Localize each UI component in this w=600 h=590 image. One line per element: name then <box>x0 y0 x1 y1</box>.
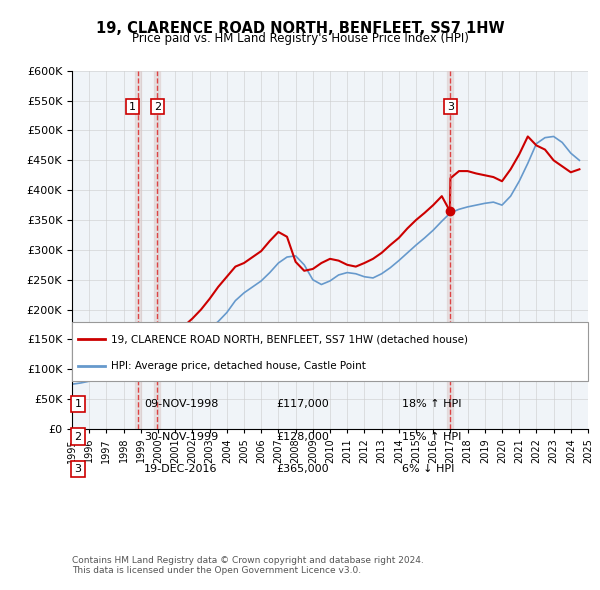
Bar <box>154 71 160 429</box>
Text: Price paid vs. HM Land Registry's House Price Index (HPI): Price paid vs. HM Land Registry's House … <box>131 32 469 45</box>
Text: 19-DEC-2016: 19-DEC-2016 <box>144 464 218 474</box>
Text: £128,000: £128,000 <box>276 432 329 441</box>
Text: 2: 2 <box>154 101 161 112</box>
Text: 18% ↑ HPI: 18% ↑ HPI <box>402 399 461 409</box>
Text: £365,000: £365,000 <box>276 464 329 474</box>
Text: 6% ↓ HPI: 6% ↓ HPI <box>402 464 454 474</box>
Text: 1: 1 <box>74 399 82 409</box>
Text: 19, CLARENCE ROAD NORTH, BENFLEET, SS7 1HW: 19, CLARENCE ROAD NORTH, BENFLEET, SS7 1… <box>95 21 505 35</box>
Text: 09-NOV-1998: 09-NOV-1998 <box>144 399 218 409</box>
Text: HPI: Average price, detached house, Castle Point: HPI: Average price, detached house, Cast… <box>111 361 366 371</box>
Text: 2: 2 <box>74 432 82 441</box>
Text: 3: 3 <box>74 464 82 474</box>
Text: 19, CLARENCE ROAD NORTH, BENFLEET, SS7 1HW (detached house): 19, CLARENCE ROAD NORTH, BENFLEET, SS7 1… <box>111 335 468 344</box>
Bar <box>135 71 142 429</box>
Text: 3: 3 <box>447 101 454 112</box>
Bar <box>447 71 453 429</box>
Text: 15% ↑ HPI: 15% ↑ HPI <box>402 432 461 441</box>
Text: Contains HM Land Registry data © Crown copyright and database right 2024.
This d: Contains HM Land Registry data © Crown c… <box>72 556 424 575</box>
Text: 30-NOV-1999: 30-NOV-1999 <box>144 432 218 441</box>
Text: 1: 1 <box>129 101 136 112</box>
Text: £117,000: £117,000 <box>276 399 329 409</box>
